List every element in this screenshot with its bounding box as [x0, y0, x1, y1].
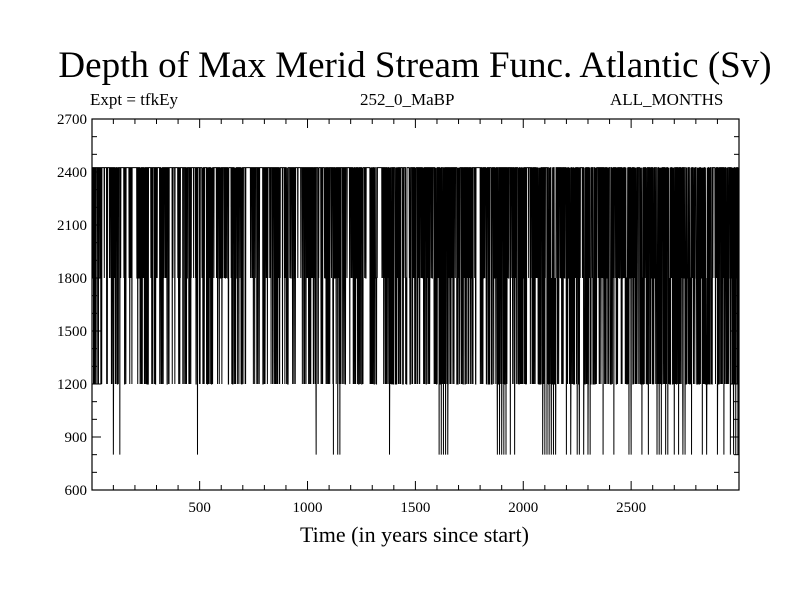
series-layer: [91, 167, 740, 455]
y-tick-label: 2400: [57, 165, 87, 181]
period-label: 252_0_MaBP: [360, 90, 455, 109]
x-axis-label: Time (in years since start): [300, 522, 529, 547]
x-tick-label: 1000: [293, 500, 323, 516]
y-tick-label: 1500: [57, 324, 87, 340]
series-line: [91, 167, 740, 455]
months-label: ALL_MONTHS: [610, 90, 724, 109]
x-tick-label: 2000: [508, 500, 538, 516]
y-tick-label: 1800: [57, 271, 87, 287]
y-tick-label: 1200: [57, 377, 87, 393]
x-tick-label: 500: [188, 500, 211, 516]
chart-title: Depth of Max Merid Stream Func. Atlantic…: [58, 45, 772, 86]
x-tick-label: 1500: [400, 500, 430, 516]
y-tick-label: 2100: [57, 218, 87, 234]
experiment-label: Expt = tfkEy: [90, 90, 178, 109]
x-tick-label: 2500: [616, 500, 646, 516]
axis-layer: 600 900 1200 1500 1800 2100 2400 2700 500 1000 150…: [57, 112, 740, 516]
y-tick-label: 900: [65, 430, 88, 446]
y-tick-label: 2700: [57, 112, 87, 128]
y-tick-label: 600: [65, 483, 88, 499]
